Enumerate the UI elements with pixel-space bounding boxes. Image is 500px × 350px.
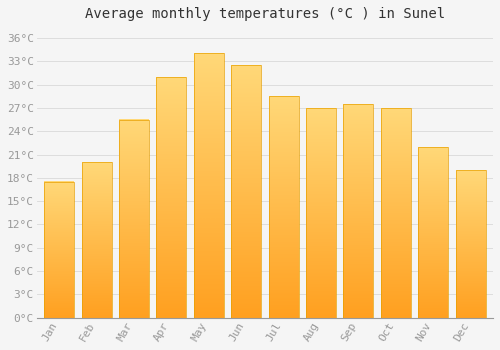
Bar	[82, 162, 112, 318]
Bar	[119, 120, 149, 318]
Bar	[231, 65, 261, 318]
Bar	[268, 96, 298, 318]
Bar	[344, 104, 374, 318]
Bar	[418, 147, 448, 318]
Title: Average monthly temperatures (°C ) in Sunel: Average monthly temperatures (°C ) in Su…	[85, 7, 445, 21]
Bar	[306, 108, 336, 318]
Bar	[44, 182, 74, 318]
Bar	[381, 108, 411, 318]
Bar	[156, 77, 186, 318]
Bar	[456, 170, 486, 318]
Bar	[194, 54, 224, 318]
